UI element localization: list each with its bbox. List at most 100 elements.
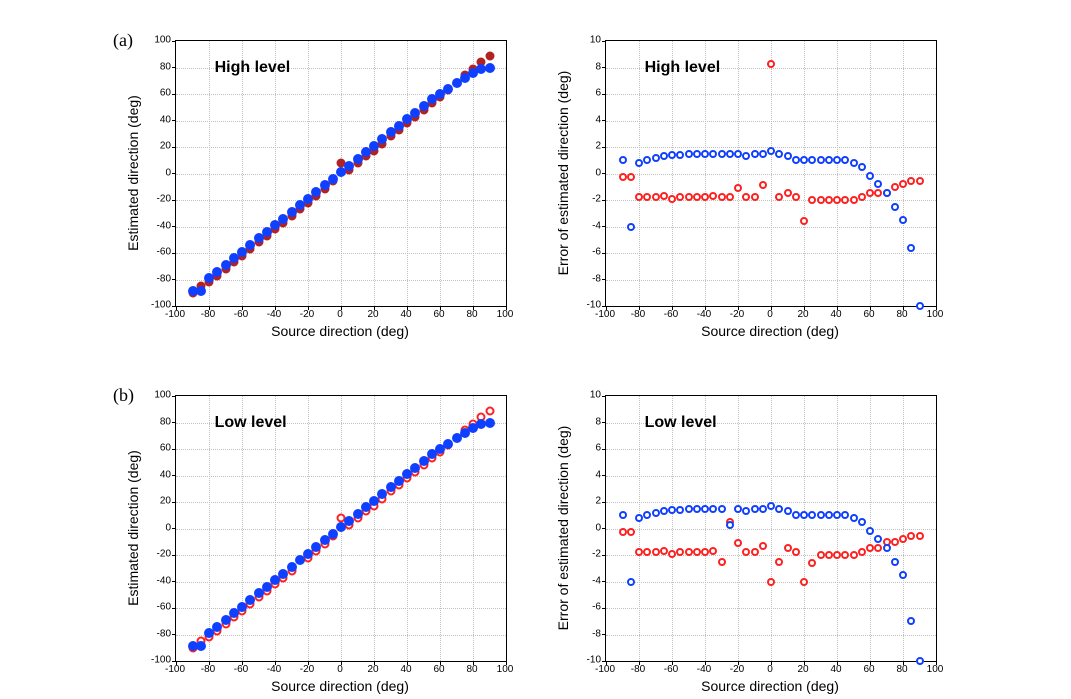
ytick-label: 60 [149, 88, 171, 99]
xtick-label: -60 [664, 664, 678, 675]
data-marker [800, 578, 808, 586]
data-marker [685, 193, 693, 201]
ytick-label: -40 [149, 575, 171, 586]
data-marker [751, 150, 759, 158]
ytick-label: -4 [579, 220, 601, 231]
grid-h [176, 200, 506, 201]
data-marker [709, 547, 717, 555]
data-marker [817, 511, 825, 519]
data-marker [775, 505, 783, 513]
ytick-mark [172, 67, 176, 68]
xtick-label: 80 [896, 309, 907, 320]
xtick-label: 20 [797, 664, 808, 675]
ytick-mark [172, 200, 176, 201]
xtick-label: 0 [337, 664, 343, 675]
data-marker [784, 152, 792, 160]
ytick-mark [172, 581, 176, 582]
grid-h [606, 121, 936, 122]
data-marker [800, 511, 808, 519]
plot-area-0 [175, 40, 507, 307]
ytick-label: -60 [149, 602, 171, 613]
data-marker [751, 193, 759, 201]
xtick-label: 60 [433, 309, 444, 320]
data-marker [693, 505, 701, 513]
ytick-label: -100 [149, 300, 171, 311]
data-marker [850, 551, 858, 559]
xtick-label: 60 [863, 309, 874, 320]
ytick-label: -6 [579, 602, 601, 613]
ytick-mark [602, 396, 606, 397]
ytick-mark [172, 528, 176, 529]
ytick-mark [602, 422, 606, 423]
ytick-mark [172, 173, 176, 174]
grid-h [176, 94, 506, 95]
data-marker [718, 505, 726, 513]
grid-h [606, 608, 936, 609]
ytick-mark [602, 253, 606, 254]
ytick-label: 10 [579, 35, 601, 46]
data-marker [891, 558, 899, 566]
data-marker [759, 542, 767, 550]
ytick-mark [602, 555, 606, 556]
data-marker [701, 193, 709, 201]
grid-h [606, 476, 936, 477]
ytick-mark [602, 502, 606, 503]
data-marker [619, 511, 627, 519]
xtick-label: -100 [595, 309, 615, 320]
data-marker [858, 193, 866, 201]
data-marker [792, 193, 800, 201]
data-marker [627, 173, 635, 181]
ytick-label: 0 [149, 167, 171, 178]
data-marker [767, 578, 775, 586]
ytick-mark [602, 661, 606, 662]
data-marker [196, 286, 206, 296]
xtick-label: -60 [234, 664, 248, 675]
data-marker [858, 518, 866, 526]
data-marker [668, 151, 676, 159]
data-marker [643, 156, 651, 164]
ytick-mark [172, 120, 176, 121]
xtick-label: 0 [337, 309, 343, 320]
data-marker [775, 558, 783, 566]
data-marker [742, 152, 750, 160]
data-marker [808, 559, 816, 567]
data-marker [701, 505, 709, 513]
data-marker [726, 193, 734, 201]
grid-h [606, 280, 936, 281]
ylabel: Estimated direction (deg) [125, 450, 141, 606]
ytick-label: 40 [149, 114, 171, 125]
data-marker [874, 535, 882, 543]
data-marker [800, 217, 808, 225]
data-marker [685, 548, 693, 556]
xtick-label: -40 [697, 664, 711, 675]
grid-h [606, 174, 936, 175]
data-marker [718, 150, 726, 158]
data-marker [866, 527, 874, 535]
xtick-label: -100 [165, 664, 185, 675]
data-marker [825, 511, 833, 519]
ytick-label: -40 [149, 220, 171, 231]
plot-area-3 [605, 395, 937, 662]
ylabel: Error of estimated direction (deg) [555, 70, 571, 275]
data-marker [767, 502, 775, 510]
ylabel: Error of estimated direction (deg) [555, 425, 571, 630]
xtick-label: 40 [830, 664, 841, 675]
data-marker [709, 505, 717, 513]
panel-label-a: (a) [113, 30, 133, 51]
ytick-mark [172, 147, 176, 148]
ytick-mark [172, 422, 176, 423]
ytick-label: -60 [149, 247, 171, 258]
grid-h [176, 147, 506, 148]
data-marker [784, 189, 792, 197]
ytick-label: -4 [579, 575, 601, 586]
ytick-label: -20 [149, 194, 171, 205]
data-marker [676, 548, 684, 556]
ytick-label: 2 [579, 496, 601, 507]
data-marker [196, 641, 206, 651]
xtick-label: 60 [433, 664, 444, 675]
data-marker [874, 544, 882, 552]
data-marker [693, 193, 701, 201]
ytick-label: 80 [149, 416, 171, 427]
ytick-label: 2 [579, 141, 601, 152]
ytick-label: 8 [579, 61, 601, 72]
